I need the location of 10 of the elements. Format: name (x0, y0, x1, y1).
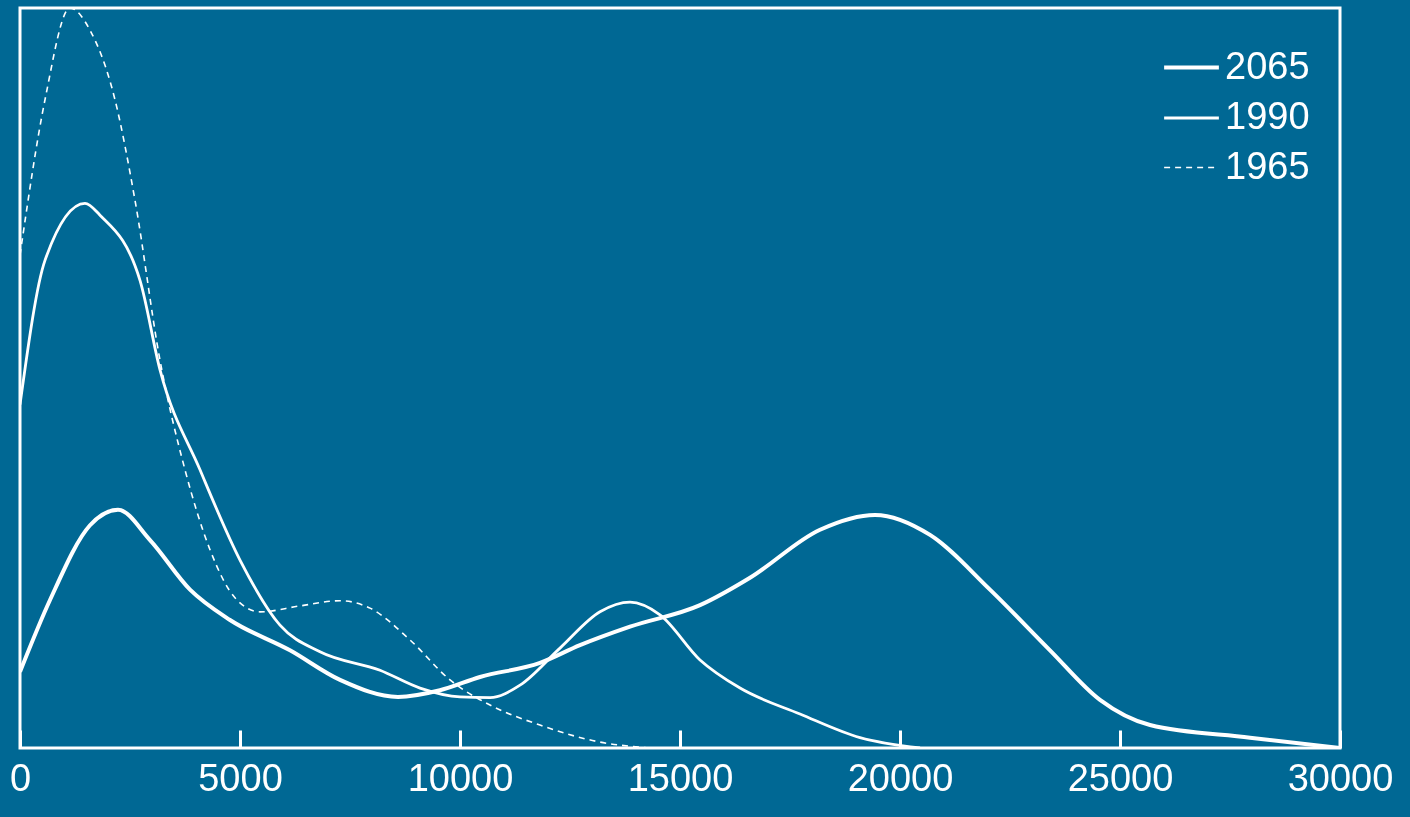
x-tick-label: 5000 (198, 756, 283, 799)
x-tick-label: 10000 (407, 756, 514, 799)
x-tick-label: 0 (9, 756, 32, 799)
legend-label: 1990 (1225, 95, 1310, 137)
legend-label: 2065 (1225, 44, 1310, 87)
x-tick-label: 20000 (847, 756, 954, 799)
x-tick-label: 30000 (1287, 756, 1394, 799)
x-tick-label: 25000 (1067, 756, 1174, 799)
x-tick-label: 15000 (627, 756, 734, 799)
legend-label: 1965 (1225, 144, 1310, 187)
